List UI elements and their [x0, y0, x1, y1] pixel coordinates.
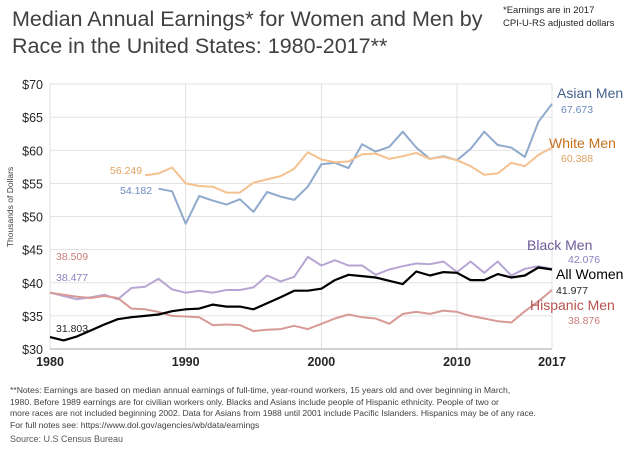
start-value-label-hispanic-men: 38.509 — [56, 251, 88, 263]
end-value-label-hispanic-men: 38.876 — [568, 315, 600, 327]
series-line-all-women — [49, 266, 553, 342]
footer-note-line-2: 1980. Before 1989 earnings are for civil… — [10, 396, 499, 407]
y-tick-label: $50 — [22, 211, 43, 225]
y-axis-label: Thousands of Dollars — [5, 167, 15, 247]
y-tick-label: $60 — [22, 144, 43, 158]
x-tick-label: 1980 — [36, 355, 64, 369]
y-tick-label: $55 — [22, 177, 43, 191]
footer-note-line-1: **Notes: Earnings are based on median an… — [10, 385, 511, 395]
x-tick-label: 2000 — [307, 355, 335, 369]
footer-notes: **Notes: Earnings are based on median an… — [10, 385, 614, 431]
end-value-label-white-men: 60.388 — [561, 153, 593, 165]
gridlines — [49, 83, 553, 350]
series-label-black-men: Black Men — [527, 237, 592, 253]
series-label-all-women: All Women — [556, 266, 623, 282]
series-line-black-men — [49, 255, 553, 301]
series-label-white-men: White Men — [549, 135, 616, 151]
start-value-label-asian-men: 54.182 — [120, 185, 152, 197]
y-tick-label: $35 — [22, 310, 43, 324]
y-tick-label: $30 — [22, 343, 43, 357]
chart-title: Median Annual Earnings* for Women and Me… — [12, 7, 483, 58]
x-tick-label: 2010 — [443, 355, 471, 369]
start-value-label-black-men: 38.477 — [56, 272, 88, 284]
y-tick-label: $65 — [22, 111, 43, 125]
y-tick-label: $70 — [22, 78, 43, 92]
series-lines — [49, 103, 553, 342]
footer-note-line-3: more races are not included beginning 20… — [10, 408, 536, 418]
source-credit: Source: U.S Census Bureau — [10, 434, 124, 444]
y-tick-label: $40 — [22, 277, 43, 291]
series-label-asian-men: Asian Men — [557, 85, 623, 101]
x-tick-labels: 1980 1990 2000 2010 2017 — [36, 355, 566, 369]
end-value-label-black-men: 42.076 — [568, 254, 600, 266]
series-line-white-men — [144, 146, 553, 194]
x-tick-label: 1990 — [172, 355, 200, 369]
series-line-hispanic-men — [49, 289, 553, 333]
end-value-label-asian-men: 67.673 — [561, 104, 593, 116]
y-tick-labels: $30 $35 $40 $45 $50 $55 $60 $65 $70 — [22, 78, 43, 357]
series-line-asian-men — [158, 103, 553, 225]
series-labels: Asian Men 67.673 54.182 White Men 60.388 56.2… — [56, 85, 623, 335]
y-tick-label: $45 — [22, 244, 43, 258]
series-label-hispanic-men: Hispanic Men — [530, 297, 615, 313]
adjustment-note: *Earnings are in 2017 CPI-U-RS adjusted … — [503, 4, 623, 30]
start-value-label-white-men: 56.249 — [110, 165, 142, 177]
footer-note-line-4: For full notes see: https://www.dol.gov/… — [10, 419, 260, 430]
start-value-label-all-women: 31.803 — [56, 323, 88, 335]
x-tick-label: 2017 — [538, 355, 566, 369]
adjustment-note-line-1: *Earnings are in 2017 — [503, 5, 595, 16]
end-value-label-all-women: 41.977 — [556, 285, 588, 297]
adjustment-note-line-2: CPI-U-RS adjusted dollars — [503, 18, 615, 29]
